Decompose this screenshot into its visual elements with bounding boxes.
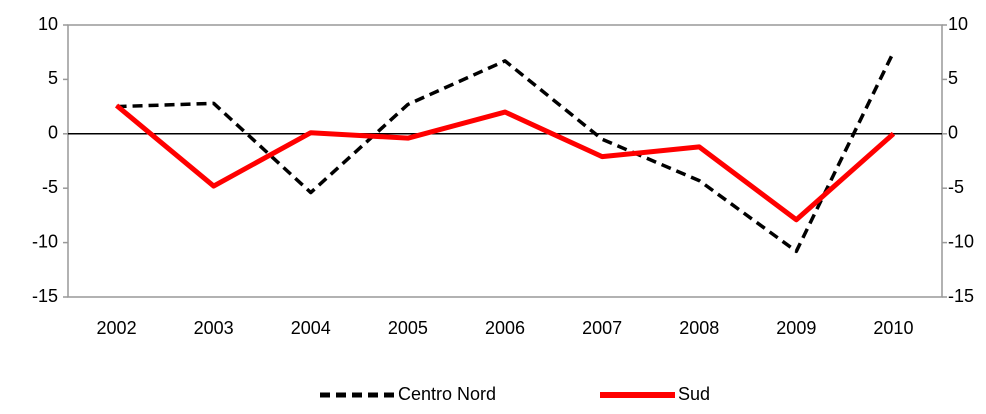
series-line <box>116 51 896 254</box>
y2-tick-label: 5 <box>948 68 958 88</box>
y2-tick-label: -5 <box>948 177 964 197</box>
y-tick-label: 10 <box>38 14 58 34</box>
legend-label: Sud <box>678 384 710 404</box>
y2-tick-label: 0 <box>948 123 958 143</box>
y-tick-label: 5 <box>48 68 58 88</box>
y-tick-label: -10 <box>32 231 58 251</box>
x-tick-label: 2003 <box>194 318 234 338</box>
y-tick-label: -5 <box>42 177 58 197</box>
legend-label: Centro Nord <box>398 384 496 404</box>
x-tick-label: 2004 <box>291 318 331 338</box>
x-tick-label: 2005 <box>388 318 428 338</box>
x-tick-label: 2002 <box>97 318 137 338</box>
x-tick-label: 2007 <box>582 318 622 338</box>
y-tick-label: -15 <box>32 286 58 306</box>
y2-tick-label: -10 <box>948 231 974 251</box>
y2-tick-label: -15 <box>948 286 974 306</box>
y-tick-label: 0 <box>48 123 58 143</box>
x-tick-label: 2010 <box>873 318 913 338</box>
y2-tick-label: 10 <box>948 14 968 34</box>
plot-area <box>67 24 943 298</box>
x-tick-label: 2009 <box>776 318 816 338</box>
x-tick-label: 2006 <box>485 318 525 338</box>
x-tick-label: 2008 <box>679 318 719 338</box>
series-line <box>114 103 896 223</box>
